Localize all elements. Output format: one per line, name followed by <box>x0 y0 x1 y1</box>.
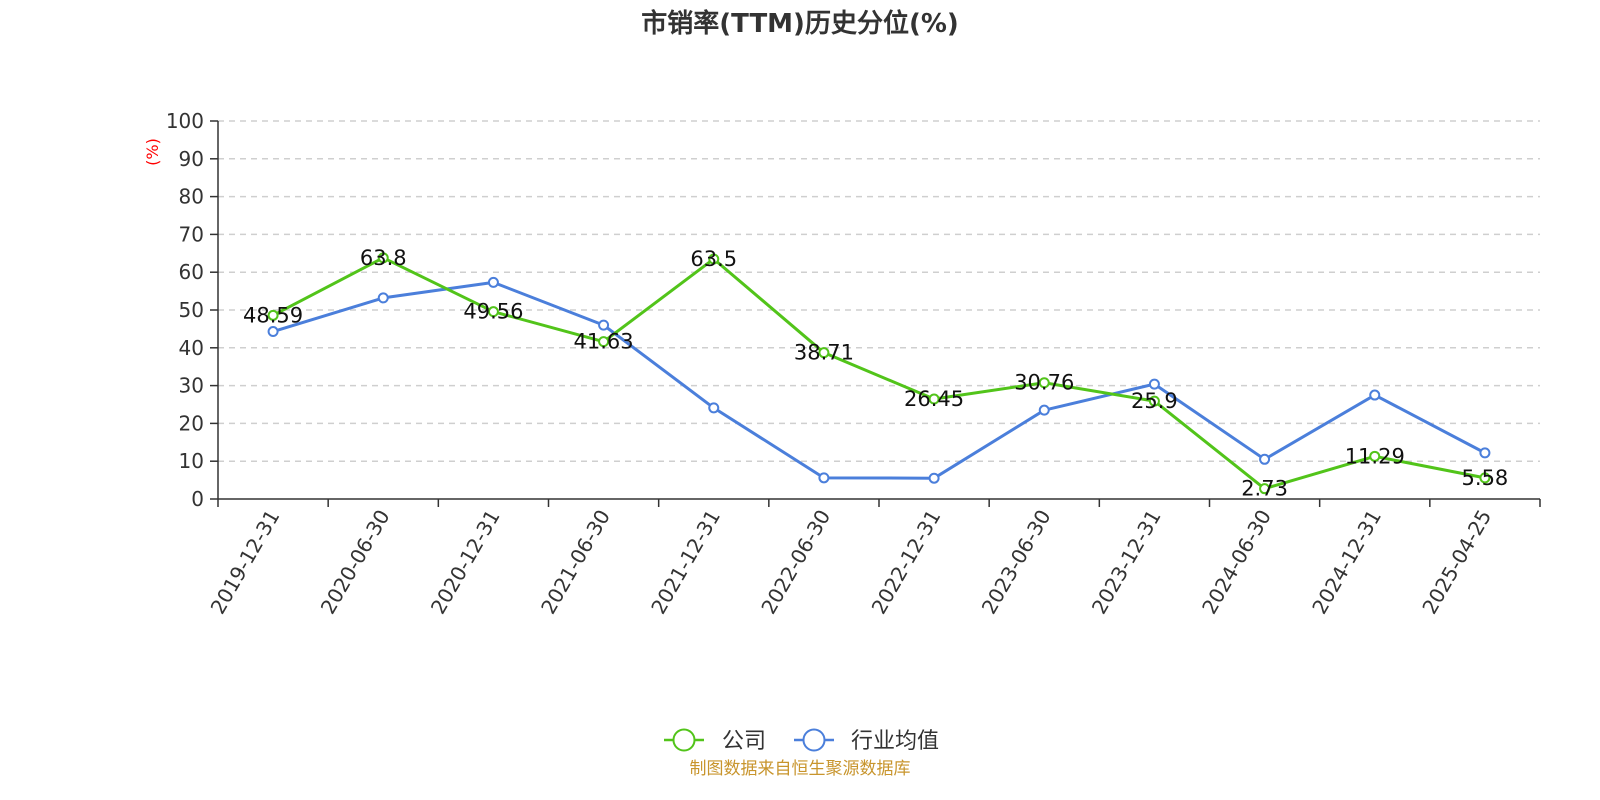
x-tick-label: 2021-06-30 <box>536 506 615 619</box>
industry-data-point[interactable] <box>1038 404 1050 416</box>
y-tick-label: 50 <box>179 298 204 322</box>
company-data-point[interactable] <box>1259 483 1271 495</box>
company-data-point[interactable] <box>267 309 279 321</box>
grid-layer <box>218 120 1540 462</box>
y-tick-label: 10 <box>179 449 204 473</box>
industry-series-line <box>271 280 1487 480</box>
company-data-label: 49.56 <box>463 300 523 324</box>
industry-data-point[interactable] <box>928 472 940 484</box>
industry-data-point[interactable] <box>487 276 499 288</box>
company-data-point[interactable] <box>377 252 389 264</box>
legend-item-industry-average[interactable]: 行业均值 <box>794 728 939 754</box>
company-data-label: 63.8 <box>360 246 407 270</box>
chart-source: 制图数据来自恒生聚源数据库 <box>690 759 911 779</box>
industry-data-point[interactable] <box>818 472 830 484</box>
company-data-point[interactable] <box>818 347 830 359</box>
y-tick-label: 20 <box>179 411 204 435</box>
industry-data-point[interactable] <box>1369 389 1381 401</box>
label-layer: 48.59 63.8 49.56 41.63 63.5 38.71 26.45 30.76 25… <box>243 246 1508 501</box>
company-data-label: 63.5 <box>690 247 737 271</box>
y-tick-label: 60 <box>179 260 204 284</box>
company-series-line <box>271 256 1487 491</box>
company-data-point[interactable] <box>598 336 610 348</box>
x-tick-label: 2025-04-25 <box>1417 506 1496 619</box>
legend-circle-icon <box>802 728 826 752</box>
company-data-point[interactable] <box>1038 377 1050 389</box>
company-data-label: 25.9 <box>1131 389 1178 413</box>
y-tick-label: 70 <box>179 222 204 246</box>
x-tick-label: 2024-06-30 <box>1197 506 1276 619</box>
company-data-label: 26.45 <box>904 387 964 411</box>
x-tick-label: 2024-12-31 <box>1307 506 1386 619</box>
company-data-point[interactable] <box>708 253 720 265</box>
company-data-label: 48.59 <box>243 303 303 327</box>
legend-label: 行业均值 <box>851 729 939 754</box>
legend-circle-icon <box>672 728 696 752</box>
company-data-point[interactable] <box>928 393 940 405</box>
company-data-label: 30.76 <box>1014 371 1074 395</box>
industry-data-point[interactable] <box>1148 378 1160 390</box>
legend-item-company[interactable]: 公司 <box>664 728 766 754</box>
x-tick-label: 2020-06-30 <box>316 506 395 619</box>
chart-title: 市销率(TTM)历史分位(%) <box>641 8 959 39</box>
legend-layer[interactable]: 公司 行业均值 <box>664 728 939 754</box>
y-tick-label: 100 <box>166 109 204 133</box>
y-tick-label: 90 <box>179 147 204 171</box>
x-tick-label: 2019-12-31 <box>206 506 285 619</box>
y-axis-label: (%) <box>143 138 162 166</box>
industry-data-point[interactable] <box>1479 447 1491 459</box>
company-data-point[interactable] <box>487 306 499 318</box>
y-tick-label: 30 <box>179 374 204 398</box>
company-data-point[interactable] <box>1148 395 1160 407</box>
legend-label: 公司 <box>722 729 766 754</box>
company-data-label: 38.71 <box>794 341 854 365</box>
company-data-label: 2.73 <box>1241 477 1288 501</box>
x-tick-label: 2020-12-31 <box>426 506 505 619</box>
industry-data-point[interactable] <box>708 402 720 414</box>
company-data-label: 5.58 <box>1462 466 1509 490</box>
industry-data-point[interactable] <box>1259 453 1271 465</box>
x-tick-label: 2023-12-31 <box>1087 506 1166 619</box>
y-tick-label: 80 <box>179 185 204 209</box>
y-tick-label: 0 <box>191 487 204 511</box>
company-data-point[interactable] <box>1369 450 1381 462</box>
x-tick-label: 2022-06-30 <box>756 506 835 619</box>
x-tick-label: 2022-12-31 <box>867 506 946 619</box>
series-layer <box>267 252 1491 495</box>
industry-data-point[interactable] <box>598 319 610 331</box>
company-data-point[interactable] <box>1479 472 1491 484</box>
industry-data-point[interactable] <box>267 326 279 338</box>
company-data-label: 41.63 <box>574 330 634 354</box>
x-tick-label: 2023-06-30 <box>977 506 1056 619</box>
x-tick-label: 2021-12-31 <box>646 506 725 619</box>
industry-data-point[interactable] <box>377 292 389 304</box>
y-tick-label: 40 <box>179 336 204 360</box>
company-data-label: 11.29 <box>1345 444 1405 468</box>
